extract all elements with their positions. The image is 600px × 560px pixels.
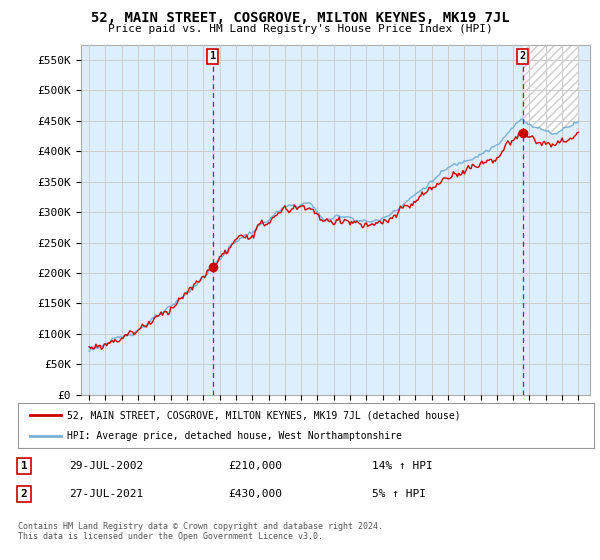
Text: Contains HM Land Registry data © Crown copyright and database right 2024.
This d: Contains HM Land Registry data © Crown c… — [18, 522, 383, 542]
Text: 5% ↑ HPI: 5% ↑ HPI — [372, 489, 426, 499]
Text: 52, MAIN STREET, COSGROVE, MILTON KEYNES, MK19 7JL (detached house): 52, MAIN STREET, COSGROVE, MILTON KEYNES… — [67, 410, 461, 421]
Text: Price paid vs. HM Land Registry's House Price Index (HPI): Price paid vs. HM Land Registry's House … — [107, 24, 493, 34]
Text: 1: 1 — [209, 52, 216, 62]
Text: 2: 2 — [20, 489, 28, 499]
Text: 29-JUL-2002: 29-JUL-2002 — [69, 461, 143, 471]
Text: £430,000: £430,000 — [228, 489, 282, 499]
Text: 52, MAIN STREET, COSGROVE, MILTON KEYNES, MK19 7JL: 52, MAIN STREET, COSGROVE, MILTON KEYNES… — [91, 11, 509, 25]
Text: HPI: Average price, detached house, West Northamptonshire: HPI: Average price, detached house, West… — [67, 431, 402, 441]
Text: £210,000: £210,000 — [228, 461, 282, 471]
Text: 27-JUL-2021: 27-JUL-2021 — [69, 489, 143, 499]
Text: 2: 2 — [520, 52, 526, 62]
Text: 14% ↑ HPI: 14% ↑ HPI — [372, 461, 433, 471]
Text: 1: 1 — [20, 461, 28, 471]
